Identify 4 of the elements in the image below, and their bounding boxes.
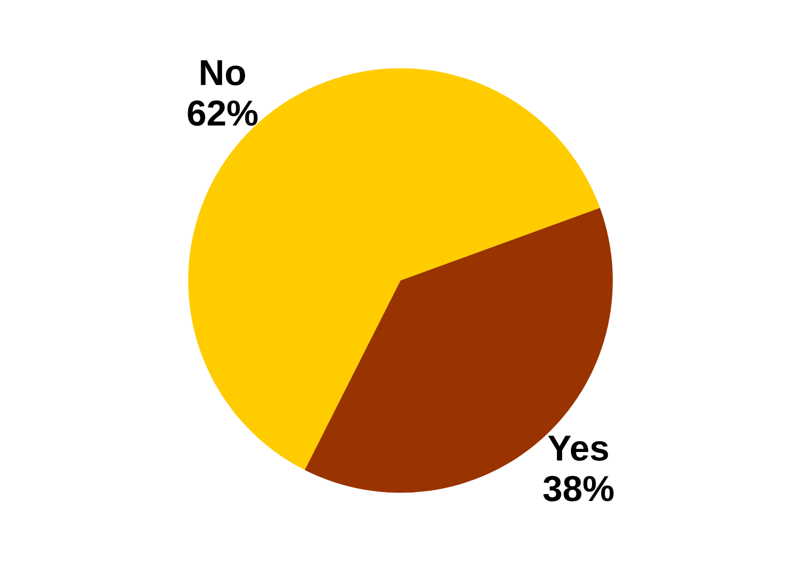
slice-label: No (198, 52, 246, 94)
data-label: 38% (542, 468, 615, 509)
slice-label: Yes (548, 427, 610, 468)
data-label: 62% (186, 92, 258, 134)
